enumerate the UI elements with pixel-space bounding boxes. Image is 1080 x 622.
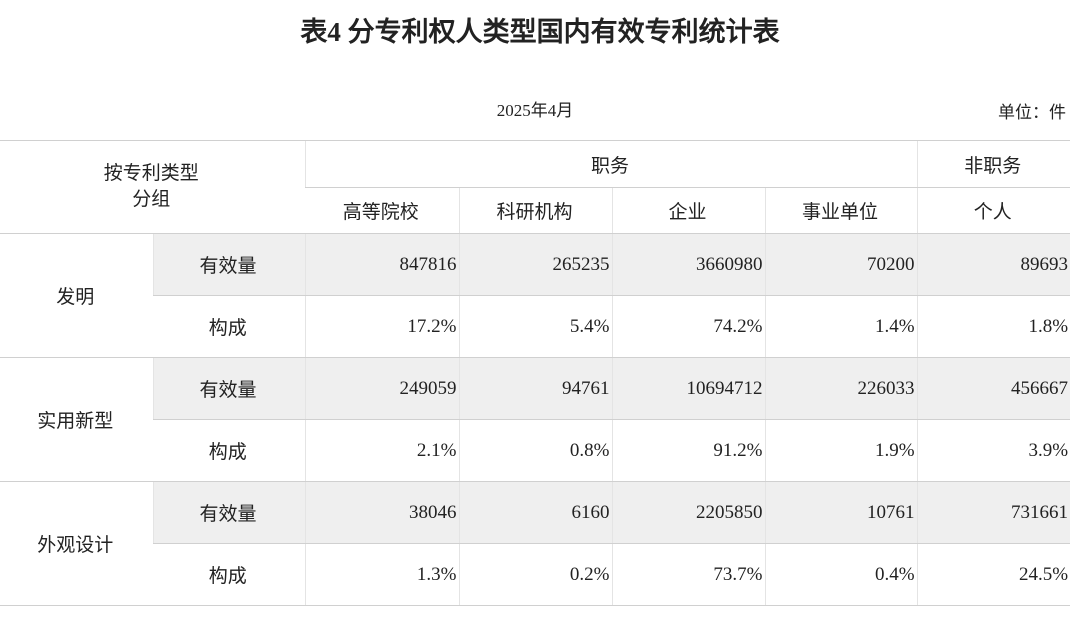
value-cell: 0.8% [458,419,612,482]
value-cell: 17.2% [304,295,459,358]
value-cell: 249059 [304,357,459,420]
metric-label: 有效量 [152,233,305,296]
value-cell: 847816 [304,233,459,296]
title: 表4 分专利权人类型国内有效专利统计表 [300,17,780,47]
value-cell: 0.2% [458,543,612,606]
column-group: 职务 [304,140,918,188]
row-group: 发明 [0,233,153,358]
value-cell: 24.5% [916,543,1071,606]
value-cell: 1.9% [764,419,918,482]
value-cell: 456667 [916,357,1071,420]
value-cell: 5.4% [458,295,612,358]
value-cell: 2.1% [304,419,459,482]
metric-label: 构成 [153,543,305,606]
column-header: 事业单位 [764,187,918,234]
value-cell: 73.7% [611,543,765,606]
value-cell: 731661 [916,481,1071,544]
row-group: 外观设计 [0,481,153,606]
value-cell: 38046 [304,481,459,544]
value-cell: 74.2% [611,295,765,358]
value-cell: 89693 [916,233,1071,296]
value-cell: 91.2% [611,419,765,482]
value-cell: 265235 [458,233,612,296]
value-cell: 94761 [458,357,612,420]
value-cell: 1.3% [304,543,459,606]
metric-label: 有效量 [152,357,305,420]
column-header: 企业 [611,187,765,234]
value-cell: 3660980 [611,233,765,296]
column-header: 个人 [916,187,1071,234]
value-cell: 3.9% [916,419,1071,482]
column-header: 高等院校 [305,187,459,234]
group-header-text: 按专利类型分组 [103,163,199,210]
column-group: 非职务 [916,140,1071,188]
value-cell: 0.4% [764,543,918,606]
date: 2025年4月 [496,101,574,120]
value-cell: 10761 [764,481,918,544]
value-cell: 70200 [764,233,918,296]
value-cell: 2205850 [611,481,765,544]
group-header: 按专利类型分组 [0,140,305,234]
patent-table: 按专利类型分组 职务 非职务 高等院校 科研机构 企业 事业单位 个人 发明 有效量 847816 2… [0,140,1071,606]
value-cell: 1.8% [916,295,1071,358]
row-group: 实用新型 [0,357,153,482]
value-cell: 6160 [458,481,612,544]
value-cell: 226033 [764,357,918,420]
metric-label: 有效量 [152,481,305,544]
metric-label: 构成 [153,295,305,358]
value-cell: 10694712 [611,357,765,420]
metric-label: 构成 [153,419,305,482]
unit: 单位：件 [998,103,1066,122]
column-header: 科研机构 [458,187,612,234]
value-cell: 1.4% [764,295,918,358]
